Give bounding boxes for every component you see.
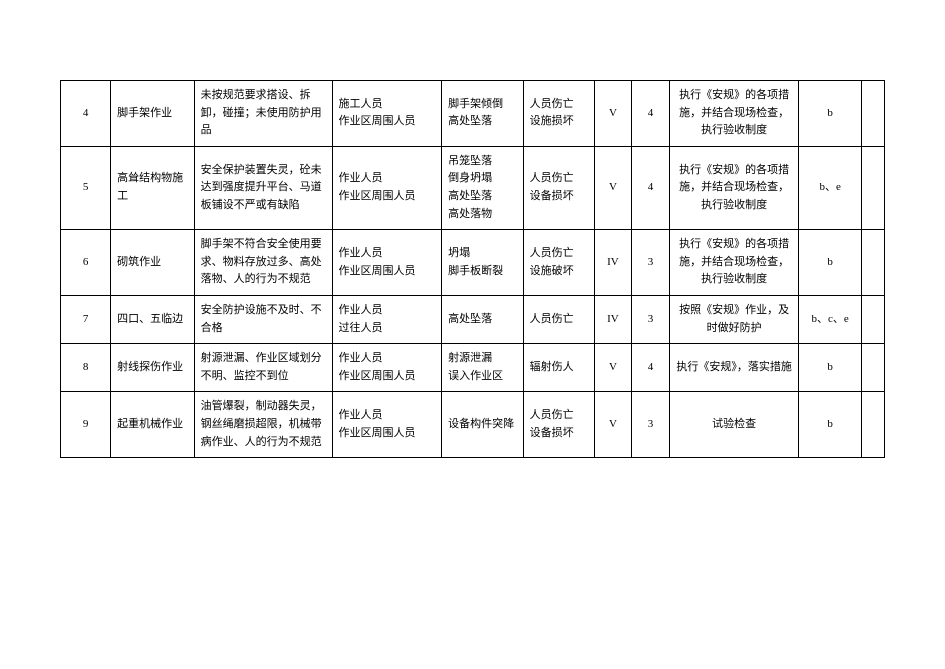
cell-code: b、c、e — [799, 295, 862, 343]
cell-level: V — [594, 392, 632, 458]
cell-blank — [861, 146, 884, 229]
cell-name: 射线探伤作业 — [111, 344, 195, 392]
cell-personnel: 作业人员过往人员 — [332, 295, 442, 343]
cell-personnel: 作业人员作业区周围人员 — [332, 146, 442, 229]
cell-hazard: 高处坠落 — [442, 295, 523, 343]
cell-score: 4 — [632, 146, 670, 229]
cell-score: 3 — [632, 295, 670, 343]
cell-code: b — [799, 81, 862, 147]
cell-code: b — [799, 344, 862, 392]
cell-num: 6 — [61, 230, 111, 296]
cell-num: 7 — [61, 295, 111, 343]
cell-level: V — [594, 344, 632, 392]
cell-code: b — [799, 392, 862, 458]
cell-blank — [861, 295, 884, 343]
cell-score: 4 — [632, 344, 670, 392]
risk-assessment-table: 4 脚手架作业 未按规范要求搭设、拆卸，碰撞；未使用防护用品 施工人员作业区周围… — [60, 80, 885, 458]
table-row: 4 脚手架作业 未按规范要求搭设、拆卸，碰撞；未使用防护用品 施工人员作业区周围… — [61, 81, 885, 147]
cell-consequence: 人员伤亡 — [523, 295, 594, 343]
cell-blank — [861, 344, 884, 392]
cell-cause: 射源泄漏、作业区域划分不明、监控不到位 — [194, 344, 332, 392]
cell-code: b — [799, 230, 862, 296]
cell-measure: 按照《安规》作业，及时做好防护 — [669, 295, 799, 343]
cell-name: 砌筑作业 — [111, 230, 195, 296]
cell-consequence: 辐射伤人 — [523, 344, 594, 392]
cell-num: 5 — [61, 146, 111, 229]
cell-num: 4 — [61, 81, 111, 147]
table-row: 6 砌筑作业 脚手架不符合安全使用要求、物料存放过多、高处落物、人的行为不规范 … — [61, 230, 885, 296]
cell-measure: 执行《安规》，落实措施 — [669, 344, 799, 392]
cell-name: 脚手架作业 — [111, 81, 195, 147]
cell-level: IV — [594, 230, 632, 296]
cell-consequence: 人员伤亡设备损坏 — [523, 392, 594, 458]
cell-consequence: 人员伤亡设施损坏 — [523, 81, 594, 147]
cell-consequence: 人员伤亡设施破坏 — [523, 230, 594, 296]
table-row: 8 射线探伤作业 射源泄漏、作业区域划分不明、监控不到位 作业人员作业区周围人员… — [61, 344, 885, 392]
cell-cause: 脚手架不符合安全使用要求、物料存放过多、高处落物、人的行为不规范 — [194, 230, 332, 296]
cell-hazard: 射源泄漏误入作业区 — [442, 344, 523, 392]
cell-personnel: 作业人员作业区周围人员 — [332, 230, 442, 296]
cell-score: 4 — [632, 81, 670, 147]
cell-hazard: 设备构件突降 — [442, 392, 523, 458]
cell-measure: 执行《安规》的各项措施，并结合现场检查，执行验收制度 — [669, 81, 799, 147]
cell-measure: 试验检查 — [669, 392, 799, 458]
cell-personnel: 作业人员作业区周围人员 — [332, 392, 442, 458]
cell-personnel: 施工人员作业区周围人员 — [332, 81, 442, 147]
cell-level: V — [594, 146, 632, 229]
cell-num: 9 — [61, 392, 111, 458]
cell-consequence: 人员伤亡设备损坏 — [523, 146, 594, 229]
cell-measure: 执行《安规》的各项措施，并结合现场检查，执行验收制度 — [669, 146, 799, 229]
cell-level: IV — [594, 295, 632, 343]
table-row: 7 四口、五临边 安全防护设施不及时、不合格 作业人员过往人员 高处坠落 人员伤… — [61, 295, 885, 343]
cell-hazard: 坍塌脚手板断裂 — [442, 230, 523, 296]
cell-score: 3 — [632, 230, 670, 296]
cell-blank — [861, 230, 884, 296]
table-row: 9 起重机械作业 油管爆裂，制动器失灵，钢丝绳磨损超限，机械带病作业、人的行为不… — [61, 392, 885, 458]
cell-cause: 安全保护装置失灵，砼未达到强度提升平台、马道板铺设不严或有缺陷 — [194, 146, 332, 229]
cell-code: b、e — [799, 146, 862, 229]
cell-cause: 油管爆裂，制动器失灵，钢丝绳磨损超限，机械带病作业、人的行为不规范 — [194, 392, 332, 458]
cell-num: 8 — [61, 344, 111, 392]
cell-cause: 未按规范要求搭设、拆卸，碰撞；未使用防护用品 — [194, 81, 332, 147]
cell-blank — [861, 392, 884, 458]
cell-level: V — [594, 81, 632, 147]
cell-name: 高耸结构物施工 — [111, 146, 195, 229]
cell-hazard: 脚手架倾倒高处坠落 — [442, 81, 523, 147]
table-body: 4 脚手架作业 未按规范要求搭设、拆卸，碰撞；未使用防护用品 施工人员作业区周围… — [61, 81, 885, 458]
cell-name: 起重机械作业 — [111, 392, 195, 458]
cell-blank — [861, 81, 884, 147]
cell-measure: 执行《安规》的各项措施，并结合现场检查，执行验收制度 — [669, 230, 799, 296]
table-row: 5 高耸结构物施工 安全保护装置失灵，砼未达到强度提升平台、马道板铺设不严或有缺… — [61, 146, 885, 229]
cell-name: 四口、五临边 — [111, 295, 195, 343]
cell-cause: 安全防护设施不及时、不合格 — [194, 295, 332, 343]
cell-hazard: 吊笼坠落倒身坍塌高处坠落高处落物 — [442, 146, 523, 229]
cell-score: 3 — [632, 392, 670, 458]
cell-personnel: 作业人员作业区周围人员 — [332, 344, 442, 392]
